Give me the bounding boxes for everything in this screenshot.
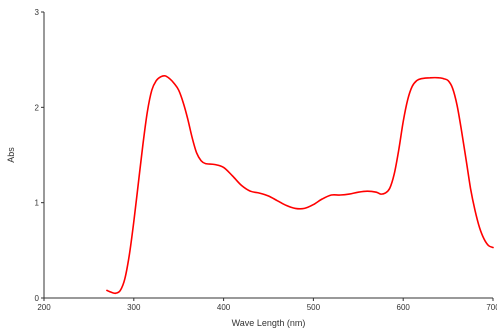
- x-tick-label: 400: [217, 303, 231, 312]
- y-ticks: 0 1 2 3: [35, 8, 44, 303]
- y-tick-label: 1: [35, 199, 40, 208]
- series-line: [106, 75, 494, 295]
- x-tick-label: 300: [127, 303, 141, 312]
- x-tick-label: 600: [397, 303, 411, 312]
- x-tick-label: 700: [486, 303, 497, 312]
- y-tick-label: 0: [35, 294, 40, 303]
- y-tick-label: 3: [35, 8, 40, 17]
- x-tick-label: 500: [307, 303, 321, 312]
- y-tick-label: 2: [35, 103, 40, 112]
- x-axis-title: Wave Length (nm): [232, 318, 306, 328]
- y-axis-title: Abs: [6, 147, 16, 163]
- x-tick-label: 200: [37, 303, 51, 312]
- x-ticks: 200 300 400 500 600 700: [37, 298, 497, 312]
- chart-axes: [43, 12, 493, 299]
